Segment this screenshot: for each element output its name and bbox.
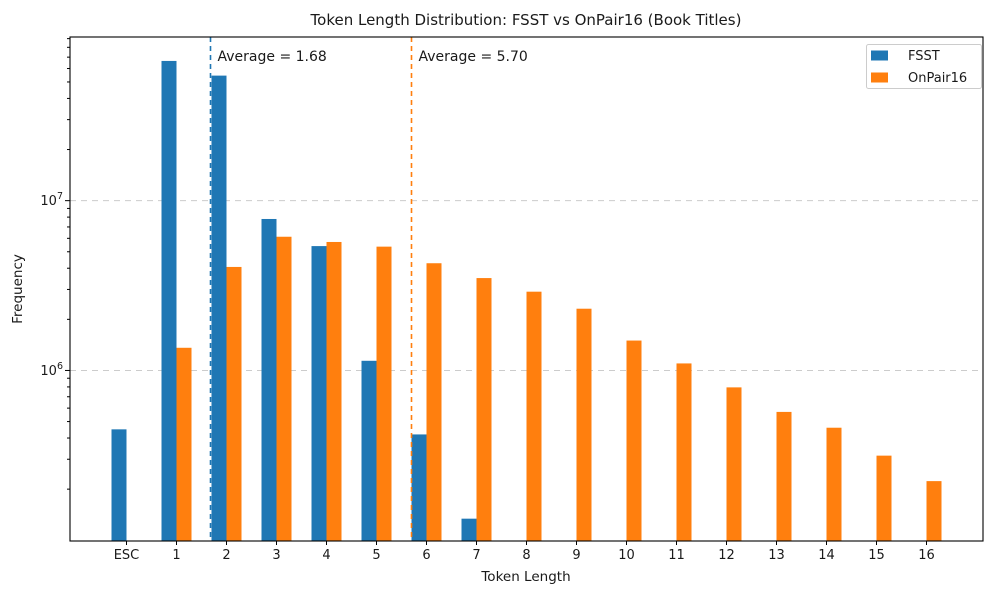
bar-onpair16-11 (676, 363, 692, 541)
bar-onpair16-10 (626, 340, 642, 541)
x-tick-label: 9 (572, 548, 580, 563)
x-tick-label: 13 (768, 548, 785, 563)
legend-label-onpair16: OnPair16 (908, 71, 967, 86)
legend: FSST OnPair16 (866, 44, 982, 89)
bar-onpair16-12 (726, 387, 742, 541)
bar-onpair16-1 (176, 347, 192, 541)
bar-fsst-7 (461, 518, 477, 541)
bar-onpair16-6 (426, 263, 442, 541)
x-tick-label: 14 (818, 548, 835, 563)
x-tick-label: 3 (272, 548, 280, 563)
average-annotation-fsst: Average = 1.68 (218, 49, 327, 65)
y-tick-label: 107 (40, 191, 63, 209)
legend-swatch-fsst (871, 50, 888, 61)
x-tick-label: 11 (668, 548, 685, 563)
x-tick-label: 6 (422, 548, 430, 563)
bar-onpair16-2 (226, 266, 242, 541)
bar-fsst-2 (211, 75, 227, 541)
bar-onpair16-4 (326, 241, 342, 542)
bar-onpair16-16 (926, 481, 942, 541)
bar-onpair16-15 (876, 455, 892, 541)
average-annotation-onpair16: Average = 5.70 (419, 49, 528, 65)
bar-onpair16-8 (526, 291, 542, 541)
x-tick-label: 8 (522, 548, 530, 563)
x-axis-label: Token Length (480, 569, 570, 585)
x-tick-label: 10 (618, 548, 635, 563)
y-axis-label: Frequency (10, 254, 26, 324)
bar-fsst-esc (111, 429, 127, 541)
plot-border (69, 36, 984, 542)
x-tick-label: 1 (172, 548, 180, 563)
bar-onpair16-9 (576, 308, 592, 541)
bar-fsst-1 (161, 60, 177, 541)
x-tick-label: 2 (222, 548, 230, 563)
x-tick-label: 7 (472, 548, 480, 563)
bar-fsst-5 (361, 360, 377, 541)
y-tick-label: 106 (40, 361, 63, 379)
legend-swatch-onpair16 (871, 72, 888, 83)
bar-onpair16-3 (276, 236, 292, 542)
legend-box (866, 44, 982, 89)
bar-fsst-3 (261, 218, 277, 541)
x-tick-label: ESC (114, 548, 140, 563)
bar-onpair16-14 (826, 427, 842, 541)
bar-fsst-6 (411, 434, 427, 541)
bar-onpair16-13 (776, 411, 792, 541)
bar-onpair16-7 (476, 278, 492, 541)
x-tick-label: 15 (868, 548, 885, 563)
bar-fsst-4 (311, 246, 327, 541)
x-tick-label: 16 (918, 548, 935, 563)
x-tick-label: 12 (718, 548, 735, 563)
legend-label-fsst: FSST (908, 49, 940, 64)
chart-title: Token Length Distribution: FSST vs OnPai… (310, 11, 742, 29)
x-tick-label: 5 (372, 548, 380, 563)
bar-onpair16-5 (376, 246, 392, 541)
x-tick-label: 4 (322, 548, 330, 563)
